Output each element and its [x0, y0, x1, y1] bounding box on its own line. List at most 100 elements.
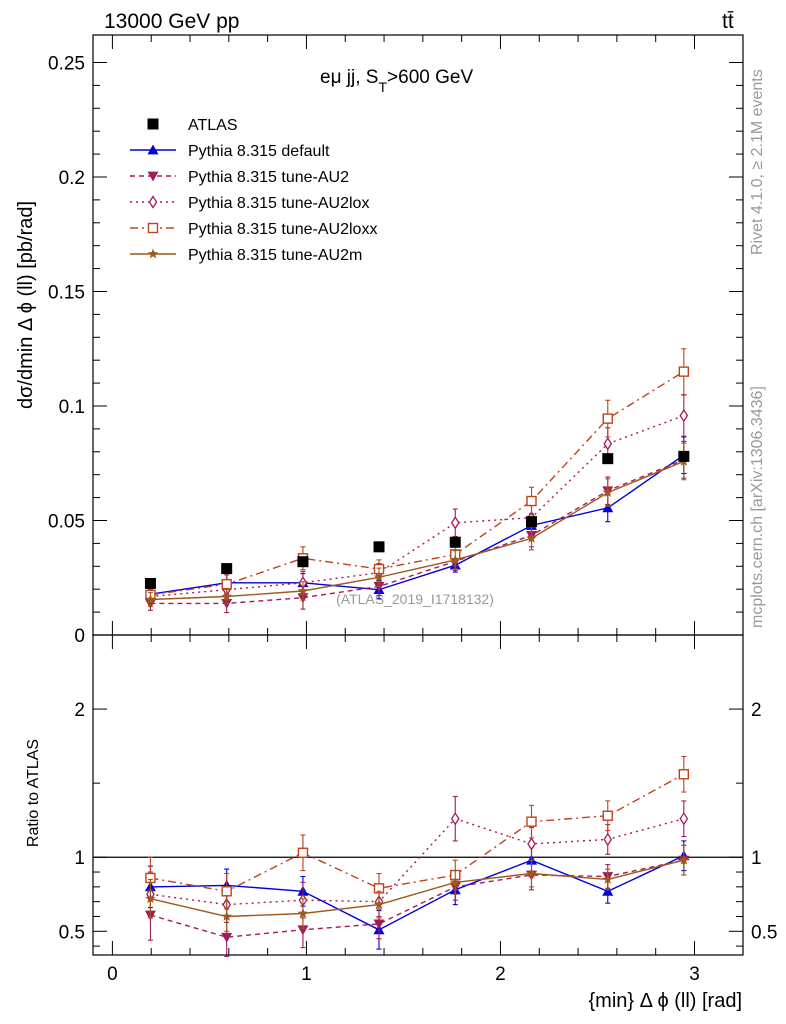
- series-point: [450, 554, 461, 565]
- ratio-point: [373, 919, 385, 930]
- legend-marker: [147, 248, 159, 259]
- series-line: [150, 454, 685, 595]
- series-point: [678, 366, 690, 377]
- series-point: [602, 413, 613, 424]
- series-point: [602, 502, 614, 513]
- ratio-point: [526, 816, 537, 827]
- ratio-frame: [92, 634, 744, 956]
- legend-entry: Pythia 8.315 tune-AU2lox: [130, 195, 369, 212]
- ratio-series-line: [150, 817, 684, 906]
- ratio-point: [526, 868, 537, 878]
- atlas-data-point: [449, 536, 461, 548]
- series-point: [603, 437, 613, 451]
- series-point: [526, 532, 537, 543]
- ratio-point: [450, 876, 461, 887]
- legend-marker: [147, 118, 159, 130]
- ratio-plot: [93, 755, 743, 958]
- series-point: [450, 516, 460, 530]
- series-point: [297, 585, 309, 596]
- legend-marker: [148, 195, 158, 209]
- legend-entry: ATLAS: [147, 117, 238, 134]
- main-plot: [144, 348, 690, 614]
- ratio-series-line: [150, 859, 684, 938]
- ratio-point: [602, 873, 613, 884]
- series-point: [373, 571, 385, 582]
- legend-label: Pythia 8.315 default: [188, 143, 330, 160]
- ratio-series-3: [145, 755, 690, 910]
- x-axis-label: {min} Δ ϕ (ll) [rad]: [589, 990, 743, 1012]
- ratio-point: [450, 812, 460, 826]
- ratio-point: [145, 893, 156, 904]
- ratio-point: [678, 854, 690, 865]
- ratio-series-4: [145, 844, 690, 932]
- series-point: [526, 495, 537, 507]
- analysis-watermark: (ATLAS_2019_I1718132): [336, 591, 494, 607]
- atlas-data-point: [373, 541, 385, 553]
- series-4: [145, 442, 690, 607]
- ratio-point: [297, 847, 309, 858]
- legend: ATLAS Pythia 8.315 default Pythia 8.315 tu…: [130, 117, 377, 264]
- atlas-data-point: [221, 563, 233, 575]
- atlas-data-point: [297, 556, 309, 568]
- axes: 0 0.05 0.1 0.15 0.2 0.25 0.5 0.5 1 1 2 2 0 1 2 3: [48, 35, 777, 985]
- legend-entry: Pythia 8.315 tune-AU2m: [130, 247, 362, 264]
- series-point: [221, 578, 232, 590]
- series-point: [145, 594, 156, 604]
- x-tick-label: 2: [495, 964, 506, 985]
- mcplots-label: mcplots.cern.ch [arXiv:1306.3436]: [749, 386, 766, 628]
- y-tick-label: 0: [74, 626, 85, 647]
- legend-label: ATLAS: [188, 117, 238, 134]
- legend-marker: [147, 222, 159, 234]
- ratio-tick-label-right: 0.5: [751, 922, 777, 943]
- legend-label: Pythia 8.315 tune-AU2lox: [188, 195, 369, 212]
- ratio-series-line: [150, 773, 685, 893]
- ratio-point: [221, 886, 232, 897]
- atlas-data-point: [526, 516, 538, 528]
- legend-marker: [147, 144, 159, 155]
- ratio-point: [297, 925, 309, 936]
- legend-entry: Pythia 8.315 tune-AU2: [130, 169, 349, 186]
- atlas-data-point: [602, 453, 614, 465]
- legend-label: Pythia 8.315 tune-AU2: [188, 169, 349, 186]
- series-point: [602, 487, 613, 498]
- legend-entry: Pythia 8.315 default: [130, 143, 330, 160]
- series-line: [150, 371, 685, 596]
- rivet-label: Rivet 4.1.0, ≥ 2.1M events: [749, 69, 766, 255]
- chart-title-main: eμ jj, S: [320, 67, 378, 88]
- chart-title-sub: T: [378, 79, 387, 95]
- y-tick-label: 0.05: [48, 511, 85, 532]
- atlas-data-point: [678, 450, 690, 462]
- y-tick-label: 0.2: [59, 168, 85, 189]
- series-line: [150, 460, 685, 601]
- legend-label: Pythia 8.315 tune-AU2loxx: [188, 221, 377, 238]
- ratio-point: [602, 810, 613, 821]
- ratio-point: [678, 769, 690, 780]
- y-tick-label: 0.15: [48, 282, 85, 303]
- ratio-point: [679, 812, 689, 826]
- legend-entry: Pythia 8.315 tune-AU2loxx: [130, 221, 377, 238]
- ratio-tick-label-right: 1: [751, 848, 762, 869]
- ratio-y-axis-label: Ratio to ATLAS: [25, 739, 42, 847]
- y-tick-label: 0.25: [48, 53, 85, 74]
- ratio-series-line: [150, 855, 685, 931]
- process-label: tt̄: [722, 10, 734, 33]
- ratio-point: [297, 908, 309, 918]
- ratio-tick-label-right: 2: [751, 700, 762, 721]
- ratio-point: [527, 837, 536, 851]
- ratio-point: [602, 885, 614, 896]
- energy-label: 13000 GeV pp: [104, 10, 239, 33]
- ratio-tick-label: 0.5: [59, 922, 85, 943]
- ratio-tick-label: 1: [74, 848, 85, 869]
- series-point: [679, 408, 689, 423]
- ratio-point: [373, 899, 385, 910]
- ratio-point: [221, 932, 233, 943]
- x-tick-label: 3: [689, 964, 700, 985]
- series-point: [221, 591, 232, 601]
- atlas-data: [144, 450, 690, 589]
- legend-label: Pythia 8.315 tune-AU2m: [188, 247, 362, 264]
- x-tick-label: 1: [301, 964, 312, 985]
- ratio-series-line: [150, 859, 684, 918]
- chart-title: eμ jj, ST>600 GeV: [320, 67, 473, 95]
- ratio-point: [603, 832, 613, 847]
